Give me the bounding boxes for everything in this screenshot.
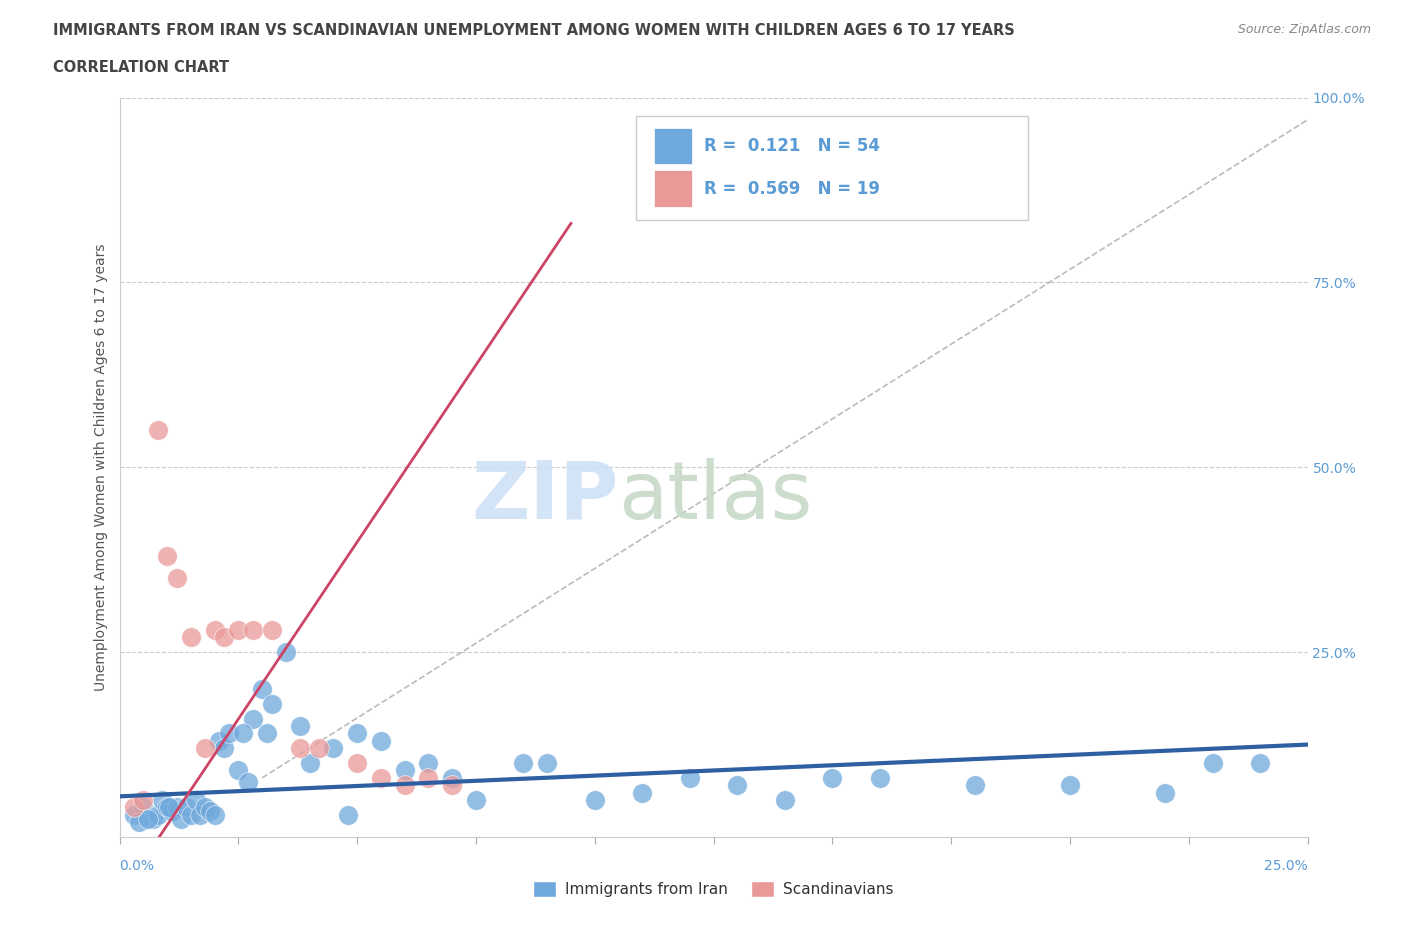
Point xyxy=(142,811,165,826)
Point xyxy=(288,719,311,734)
Legend: Immigrants from Iran, Scandinavians: Immigrants from Iran, Scandinavians xyxy=(527,875,900,903)
Point xyxy=(242,622,264,637)
Point xyxy=(418,770,440,785)
Point xyxy=(1154,785,1177,800)
Point xyxy=(174,800,197,815)
Point xyxy=(146,807,169,822)
Point xyxy=(236,774,259,789)
Point xyxy=(250,682,273,697)
Point xyxy=(166,800,188,815)
Point xyxy=(204,622,226,637)
Point xyxy=(157,800,180,815)
FancyBboxPatch shape xyxy=(637,116,1028,219)
Point xyxy=(583,792,606,807)
Point xyxy=(136,811,159,826)
Point xyxy=(394,777,416,792)
Point xyxy=(180,630,202,644)
Point xyxy=(218,726,240,741)
Point xyxy=(156,800,179,815)
Point xyxy=(308,741,330,756)
Text: 25.0%: 25.0% xyxy=(1264,858,1308,872)
Point xyxy=(232,726,254,741)
Point xyxy=(773,792,796,807)
Point xyxy=(212,741,235,756)
Text: R =  0.569   N = 19: R = 0.569 N = 19 xyxy=(704,179,880,197)
Point xyxy=(166,571,188,586)
Point xyxy=(128,815,150,830)
Point xyxy=(536,755,558,770)
Text: R =  0.121   N = 54: R = 0.121 N = 54 xyxy=(704,137,880,154)
Point xyxy=(184,792,207,807)
Text: CORRELATION CHART: CORRELATION CHART xyxy=(53,60,229,75)
Point xyxy=(346,755,368,770)
Point xyxy=(212,630,235,644)
Point xyxy=(242,711,264,726)
Point xyxy=(1201,755,1223,770)
Point xyxy=(188,807,211,822)
Text: ZIP: ZIP xyxy=(471,458,619,536)
Point xyxy=(132,792,155,807)
Point xyxy=(170,811,193,826)
Point xyxy=(370,770,392,785)
Point xyxy=(132,800,155,815)
Point xyxy=(821,770,844,785)
Text: 0.0%: 0.0% xyxy=(120,858,155,872)
Point xyxy=(370,734,392,749)
Text: atlas: atlas xyxy=(619,458,813,536)
Point xyxy=(441,770,464,785)
Point xyxy=(204,807,226,822)
Point xyxy=(260,697,283,711)
Point xyxy=(260,622,283,637)
Point xyxy=(346,726,368,741)
Point xyxy=(256,726,278,741)
Point xyxy=(150,792,173,807)
Point xyxy=(725,777,748,792)
Point xyxy=(228,622,250,637)
Point xyxy=(122,807,145,822)
Point xyxy=(1249,755,1271,770)
Point xyxy=(963,777,986,792)
Text: IMMIGRANTS FROM IRAN VS SCANDINAVIAN UNEMPLOYMENT AMONG WOMEN WITH CHILDREN AGES: IMMIGRANTS FROM IRAN VS SCANDINAVIAN UNE… xyxy=(53,23,1015,38)
Point xyxy=(180,807,202,822)
Point xyxy=(869,770,891,785)
FancyBboxPatch shape xyxy=(654,127,692,164)
Y-axis label: Unemployment Among Women with Children Ages 6 to 17 years: Unemployment Among Women with Children A… xyxy=(94,244,108,691)
Point xyxy=(228,763,250,777)
Point xyxy=(418,755,440,770)
Point xyxy=(1059,777,1081,792)
Point xyxy=(298,755,321,770)
Point xyxy=(194,741,217,756)
Point xyxy=(288,741,311,756)
Point xyxy=(146,423,169,438)
Point xyxy=(160,804,183,818)
Point xyxy=(156,549,179,564)
Point xyxy=(464,792,488,807)
Point xyxy=(336,807,359,822)
Point xyxy=(122,800,145,815)
Point xyxy=(322,741,344,756)
FancyBboxPatch shape xyxy=(654,170,692,206)
Point xyxy=(441,777,464,792)
Point xyxy=(208,734,231,749)
Point xyxy=(512,755,534,770)
Point xyxy=(631,785,654,800)
Point xyxy=(274,644,297,659)
Point xyxy=(194,800,217,815)
Point xyxy=(679,770,702,785)
Point xyxy=(394,763,416,777)
Point xyxy=(198,804,221,818)
Text: Source: ZipAtlas.com: Source: ZipAtlas.com xyxy=(1237,23,1371,36)
